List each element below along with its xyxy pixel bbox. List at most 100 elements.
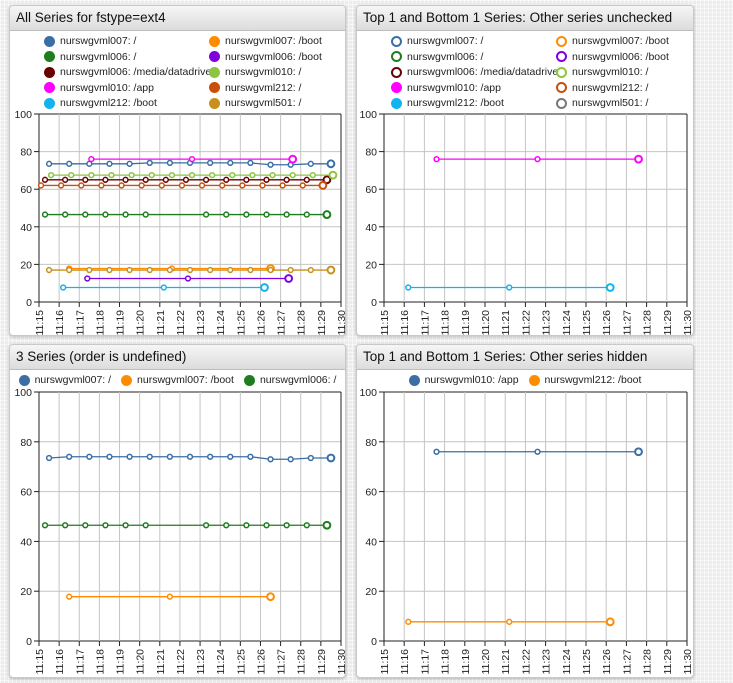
legend-item-nurswgvml007-boot[interactable]: nurswgvml007: /boot	[209, 34, 345, 49]
legend-item-nurswgvml007[interactable]: nurswgvml007: /	[18, 373, 111, 388]
data-point	[506, 618, 513, 625]
unchecked-circle-icon	[556, 35, 567, 47]
x-tick-label: 11:25	[235, 310, 247, 336]
legend-item-nurswgvml007-boot[interactable]: nurswgvml007: /boot	[556, 34, 693, 49]
x-tick-label: 11:24	[561, 310, 573, 336]
data-point	[239, 182, 246, 189]
x-tick-label: 11:16	[54, 649, 66, 675]
legend-item-nurswgvml212[interactable]: nurswgvml212: /	[556, 81, 693, 96]
data-point	[289, 171, 296, 179]
legend-item-nurswgvml501[interactable]: nurswgvml501: /	[556, 96, 693, 111]
panel-title: 3 Series (order is undefined)	[10, 345, 345, 370]
x-tick-label: 11:26	[601, 649, 613, 675]
grid: 0 20 40 60 80 100 11:15 11:16 11:17 11:18 11:19 11:…	[359, 387, 693, 675]
chart: 0 20 40 60 80 100 11:15 11:16 11:17 11:18 11:19 11:…	[359, 109, 694, 336]
x-tick-label: 11:24	[561, 649, 573, 675]
legend-item-nurswgvml007[interactable]: nurswgvml007: /	[44, 34, 209, 49]
x-tick-label: 11:23	[195, 310, 207, 336]
data-point	[162, 176, 169, 183]
data-point	[247, 159, 254, 167]
data-point	[202, 522, 210, 529]
data-point	[146, 266, 153, 274]
legend-item-nurswgvml006[interactable]: nurswgvml006: /	[243, 373, 336, 388]
chart: 0 20 40 60 80 100 11:15 11:16 11:17 11:18 11:19 11:…	[14, 387, 346, 675]
x-tick-label: 11:26	[601, 310, 613, 336]
x-tick-label: 11:23	[541, 310, 553, 336]
data-point	[146, 453, 153, 460]
data-point	[322, 210, 332, 219]
x-tick-label: 11:16	[54, 310, 66, 336]
x-tick-label: 11:17	[419, 649, 431, 675]
x-tick-label: 11:21	[500, 310, 512, 336]
unchecked-circle-icon	[556, 51, 567, 63]
data-point	[227, 453, 234, 460]
y-tick-label: 20	[365, 259, 377, 271]
x-tick-label: 11:21	[500, 649, 512, 675]
legend-label: nurswgvml212: /boot	[544, 374, 642, 387]
x-tick-label: 11:28	[296, 649, 308, 675]
y-tick-label: 100	[359, 109, 377, 121]
data-point	[279, 182, 286, 189]
legend-item-nurswgvml006[interactable]: nurswgvml006: /	[44, 50, 209, 65]
legend-label: nurswgvml007: /	[407, 35, 484, 48]
legend-item-nurswgvml212-boot[interactable]: nurswgvml212: /boot	[528, 373, 642, 388]
y-tick-label: 0	[26, 636, 32, 648]
y-tick-label: 0	[371, 636, 377, 648]
data-point	[405, 618, 412, 625]
x-tick-label: 11:17	[74, 310, 86, 336]
legend-label: nurswgvml006: /media/datadrive	[407, 66, 559, 79]
legend-item-nurswgvml006-media-datadrive[interactable]: nurswgvml006: /media/datadrive	[391, 65, 559, 80]
filled-circle-icon	[391, 82, 402, 94]
x-tick-label: 11:27	[276, 310, 288, 336]
legend-item-nurswgvml010-app[interactable]: nurswgvml010: /app	[408, 373, 519, 388]
data-point	[142, 176, 149, 183]
legend-item-nurswgvml010-app[interactable]: nurswgvml010: /app	[391, 81, 556, 96]
x-tick-label: 11:25	[581, 310, 593, 336]
legend-label: nurswgvml006: /	[60, 50, 137, 63]
legend-item-nurswgvml010[interactable]: nurswgvml010: /	[209, 65, 345, 80]
legend-item-nurswgvml007[interactable]: nurswgvml007: /	[391, 34, 556, 49]
legend-label: nurswgvml006: /boot	[225, 50, 322, 63]
legend-item-nurswgvml006[interactable]: nurswgvml006: /	[391, 50, 556, 65]
data-point	[168, 171, 176, 179]
data-point	[158, 182, 165, 189]
y-tick-label: 40	[20, 222, 32, 234]
x-tick-label: 11:28	[642, 310, 654, 336]
data-point	[66, 453, 73, 460]
x-tick-label: 11:18	[440, 649, 452, 675]
y-tick-label: 40	[365, 536, 377, 548]
legend-item-nurswgvml212-boot[interactable]: nurswgvml212: /boot	[391, 96, 556, 111]
legend-item-nurswgvml007-boot[interactable]: nurswgvml007: /boot	[121, 373, 234, 388]
x-tick-label: 11:19	[115, 310, 127, 336]
legend-label: nurswgvml501: /	[225, 97, 302, 110]
filled-circle-icon	[44, 35, 55, 47]
data-point	[326, 159, 336, 169]
legend-item-nurswgvml501[interactable]: nurswgvml501: /	[209, 96, 345, 111]
data-point	[188, 171, 196, 179]
data-point	[506, 284, 513, 291]
y-tick-label: 100	[14, 109, 32, 121]
data-point	[41, 176, 49, 183]
data-point	[534, 155, 541, 163]
legend-item-nurswgvml212-boot[interactable]: nurswgvml212: /boot	[44, 96, 209, 111]
x-tick-label: 11:30	[336, 649, 346, 675]
unchecked-circle-icon	[391, 35, 402, 47]
y-tick-label: 60	[20, 184, 32, 196]
filled-circle-icon	[209, 51, 220, 63]
legend-item-nurswgvml212[interactable]: nurswgvml212: /	[209, 81, 345, 96]
x-tick-label: 11:26	[255, 649, 267, 675]
legend-item-nurswgvml010-app[interactable]: nurswgvml010: /app	[44, 81, 209, 96]
data-point	[206, 159, 214, 167]
data-point	[202, 211, 210, 218]
data-point	[88, 155, 95, 163]
x-tick-label: 11:15	[34, 310, 46, 336]
filled-circle-icon	[44, 97, 55, 109]
legend-item-nurswgvml006-boot[interactable]: nurswgvml006: /boot	[209, 50, 345, 65]
legend-item-nurswgvml006-media-datadrive[interactable]: nurswgvml006: /media/datadrive	[44, 65, 211, 80]
data-point	[249, 171, 256, 179]
data-point	[605, 283, 615, 292]
legend-item-nurswgvml010[interactable]: nurswgvml010: /	[556, 65, 693, 80]
x-tick-label: 11:30	[682, 310, 694, 336]
legend-item-nurswgvml006-boot[interactable]: nurswgvml006: /boot	[556, 50, 693, 65]
data-point	[182, 176, 190, 183]
